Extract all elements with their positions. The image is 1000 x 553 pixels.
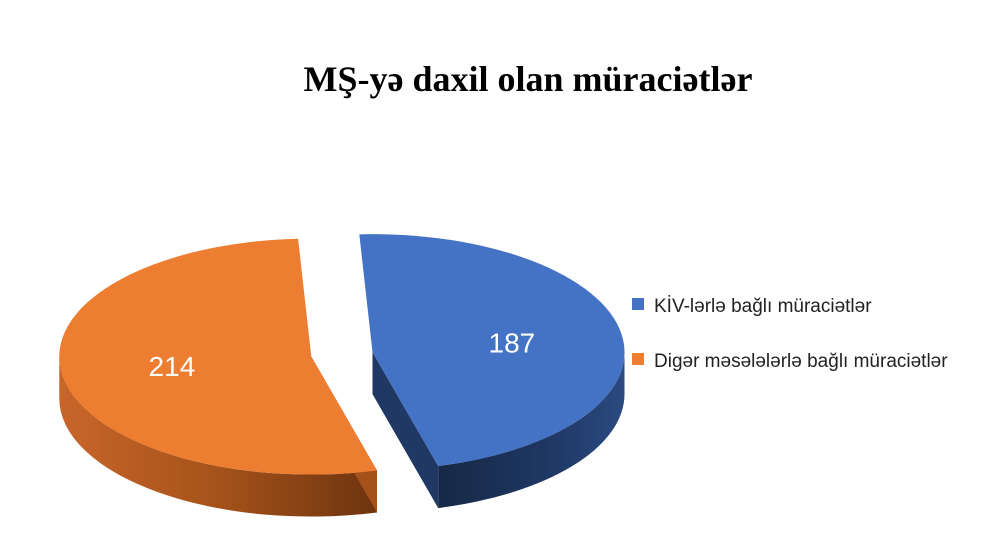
legend: KİV-lərlə bağlı müraciətlər Digər məsələ… xyxy=(632,292,972,402)
legend-swatch-diger xyxy=(632,353,644,365)
pie-side-diger xyxy=(59,356,378,517)
data-label-diger: 214 xyxy=(149,351,196,382)
legend-label-diger: Digər məsələlərlə bağlı müraciətlər xyxy=(654,351,948,372)
data-label-kiv: 187 xyxy=(489,328,536,359)
pie-slice-kiv xyxy=(359,234,625,467)
pie-side-kiv xyxy=(438,352,625,509)
pie-slice-diger xyxy=(59,238,378,475)
legend-item-kiv: KİV-lərlə bağlı müraciətlər xyxy=(632,292,972,321)
legend-item-diger: Digər məsələlərlə bağlı müraciətlər xyxy=(632,347,972,376)
pie-cut-face-kiv xyxy=(372,352,439,509)
legend-label-kiv: KİV-lərlə bağlı müraciətlər xyxy=(654,296,872,317)
legend-swatch-kiv xyxy=(632,298,644,310)
chart-title: MŞ-yə daxil olan müraciətlər xyxy=(303,59,753,99)
